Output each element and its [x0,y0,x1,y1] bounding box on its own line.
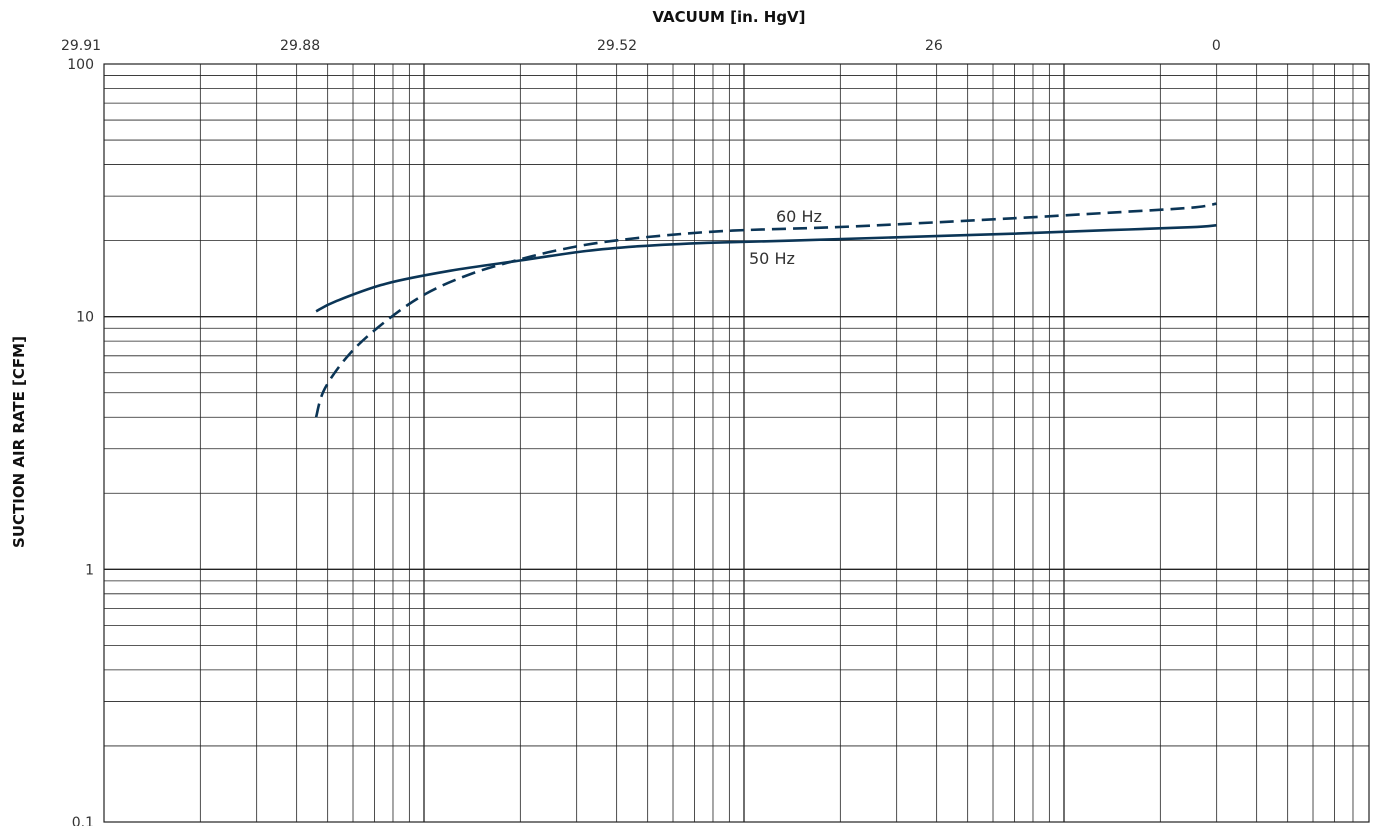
x-tick-label: 26 [925,38,943,54]
series-line-60hz [314,202,1217,418]
series-layer: 50 Hz 60 Hz [314,202,1217,418]
series-line-50hz [315,224,1217,313]
y-tick-label: 10 [76,310,94,326]
x-tick-label: 0 [1212,38,1221,54]
y-tick-label: 1 [85,562,94,578]
x-tick-label: 29.91 [61,38,101,54]
horizontal-gridlines [104,75,1369,747]
x-tick-labels: 29.91 29.88 29.52 26 0 [61,38,1221,54]
vertical-gridlines [199,64,1354,822]
plot-frame [103,63,1370,823]
y-tick-label: 100 [67,57,94,73]
series-label-50hz: 50 Hz [749,249,795,268]
y-tick-labels: 100 10 1 0.1 [67,57,94,826]
x-tick-label: 29.88 [280,38,320,54]
x-tick-label: 29.52 [597,38,637,54]
y-tick-label: 0.1 [72,815,94,826]
y-axis-title: SUCTION AIR RATE [CFM] [10,336,28,548]
series-label-60hz: 60 Hz [776,207,822,226]
x-axis-title: VACUUM [in. HgV] [652,8,805,26]
